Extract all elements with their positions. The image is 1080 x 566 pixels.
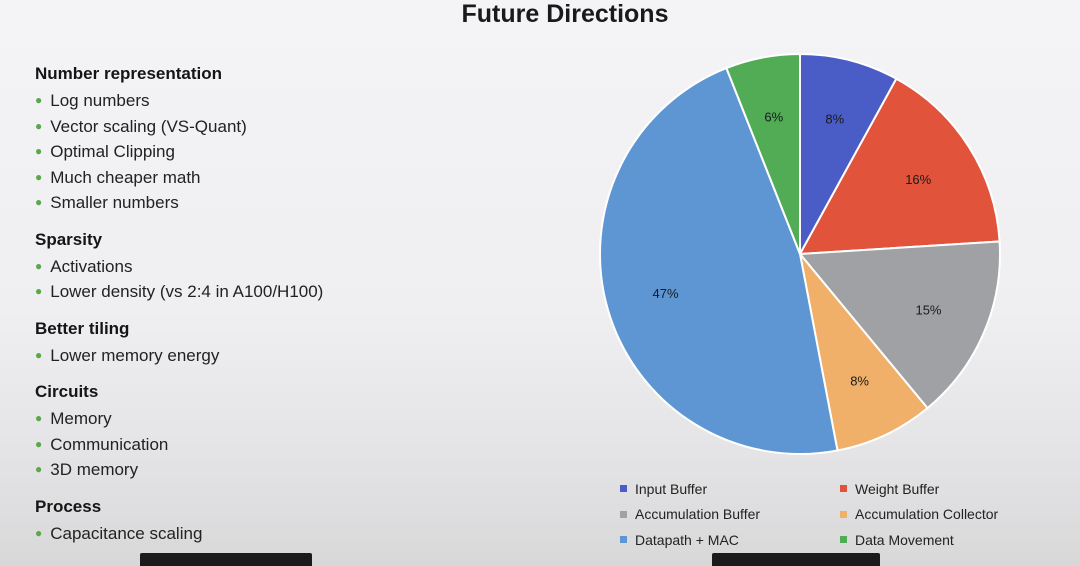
pie-slice-datapath-mac: [599, 66, 839, 455]
bullet-text: Much cheaper math: [50, 167, 201, 187]
bullet-dot-icon: ●: [35, 93, 43, 107]
pie-slice-input-buffer: [799, 52, 898, 255]
pie-data-label: 47%: [653, 286, 679, 301]
bullet-item: ● Activations: [35, 254, 455, 280]
slide-title: Future Directions: [461, 0, 669, 28]
bullet-text: Communication: [50, 434, 169, 454]
legend-swatch: [620, 485, 627, 493]
outline-section: Sparsity ● Activations ● Lower density (vs 2…: [35, 230, 455, 305]
bullet-dot-icon: ●: [35, 118, 43, 133]
legend-item: Data Movement: [840, 527, 1060, 553]
bullet-item: ● 3D memory: [35, 457, 455, 483]
pie-slice-accumulation-collector: [799, 253, 929, 452]
pie-data-label: 15%: [915, 303, 941, 318]
bullet-item: ● Optimal Clipping: [35, 139, 455, 165]
pie-data-label: 8%: [850, 374, 869, 389]
bullet-item: ● Lower density (vs 2:4 in A100/H100): [35, 279, 455, 305]
outline-section: Process ● Capacitance scaling: [35, 497, 455, 547]
legend-label: Input Buffer: [635, 480, 708, 497]
legend-item: Datapath + MAC: [620, 527, 840, 553]
bullet-dot-icon: ●: [35, 284, 43, 298]
pie-data-label: 8%: [825, 111, 844, 126]
bullet-item: ● Capacitance scaling: [35, 521, 455, 547]
bullet-item: ● Memory: [35, 406, 455, 432]
legend-swatch: [840, 485, 847, 493]
bullet-dot-icon: ●: [35, 462, 43, 476]
chart-legend: Input Buffer Weight Buffer Accumulation Bu…: [620, 476, 1060, 553]
bullet-dot-icon: ●: [35, 144, 43, 158]
bullet-dot-icon: ●: [35, 195, 43, 209]
bullet-dot-icon: ●: [35, 525, 43, 540]
legend-label: Accumulation Collector: [855, 506, 999, 523]
legend-row: Accumulation Buffer Accumulation Collecto…: [620, 502, 1060, 528]
legend-label: Data Movement: [855, 531, 954, 548]
outline-section: Better tiling ● Lower memory energy: [35, 319, 455, 369]
pie-chart: 8% 16% 15% 8% 47% 6%: [599, 52, 1001, 455]
section-heading: Number representation: [35, 64, 223, 83]
bullet-item: ● Communication: [35, 432, 455, 458]
legend-label: Accumulation Buffer: [635, 506, 761, 523]
legend-item: Accumulation Collector: [840, 502, 1060, 528]
bullet-item: ● Much cheaper math: [35, 165, 455, 191]
outline-section: Circuits ● Memory ● Communication ● 3D memory: [35, 382, 455, 483]
bullet-dot-icon: ●: [35, 258, 43, 273]
legend-row: Input Buffer Weight Buffer: [620, 476, 1060, 502]
bullet-text: Log numbers: [50, 91, 150, 110]
legend-item: Weight Buffer: [840, 476, 1060, 502]
legend-label: Datapath + MAC: [635, 531, 739, 548]
section-heading: Sparsity: [35, 229, 103, 249]
bullet-item: ● Smaller numbers: [35, 190, 455, 216]
lectern-right: [712, 553, 880, 566]
pie-data-label: 16%: [905, 172, 931, 187]
bullet-text: Lower memory energy: [50, 345, 220, 365]
pie-data-label: 6%: [764, 109, 783, 124]
legend-row: Datapath + MAC Data Movement: [620, 527, 1060, 553]
section-heading: Circuits: [35, 382, 99, 401]
bullet-dot-icon: ●: [35, 169, 43, 184]
lectern-left: [140, 553, 312, 566]
pie-slice-accumulation-buffer: [797, 240, 1001, 410]
legend-swatch: [620, 536, 627, 544]
pie-slice-data-movement: [725, 52, 801, 255]
outline-section: Number representation ● Log numbers ● Vector…: [35, 64, 455, 216]
legend-swatch: [840, 536, 847, 544]
bullet-item: ● Log numbers: [35, 88, 455, 114]
bullet-item: ● Lower memory energy: [35, 343, 455, 369]
bullet-dot-icon: ●: [35, 411, 43, 425]
bullet-text: Activations: [50, 256, 133, 276]
bullet-text: Memory: [50, 409, 112, 428]
legend-swatch: [620, 510, 627, 518]
bullet-text: 3D memory: [50, 460, 139, 479]
legend-swatch: [840, 510, 847, 518]
pie-slice-weight-buffer: [798, 77, 1001, 256]
section-heading: Better tiling: [35, 318, 130, 338]
bullet-dot-icon: ●: [35, 347, 43, 362]
bullet-text: Optimal Clipping: [50, 142, 175, 161]
bullet-text: Capacitance scaling: [50, 523, 203, 543]
legend-item: Input Buffer: [620, 476, 840, 502]
outline-list: Number representation ● Log numbers ● Vector…: [35, 64, 455, 560]
bullet-item: ● Vector scaling (VS-Quant): [35, 114, 455, 140]
legend-item: Accumulation Buffer: [620, 502, 840, 528]
bullet-dot-icon: ●: [35, 436, 43, 451]
bullet-text: Vector scaling (VS-Quant): [50, 116, 247, 136]
bullet-text: Smaller numbers: [50, 193, 179, 212]
bullet-text: Lower density (vs 2:4 in A100/H100): [50, 282, 324, 301]
section-heading: Process: [35, 496, 102, 516]
legend-label: Weight Buffer: [855, 480, 940, 497]
